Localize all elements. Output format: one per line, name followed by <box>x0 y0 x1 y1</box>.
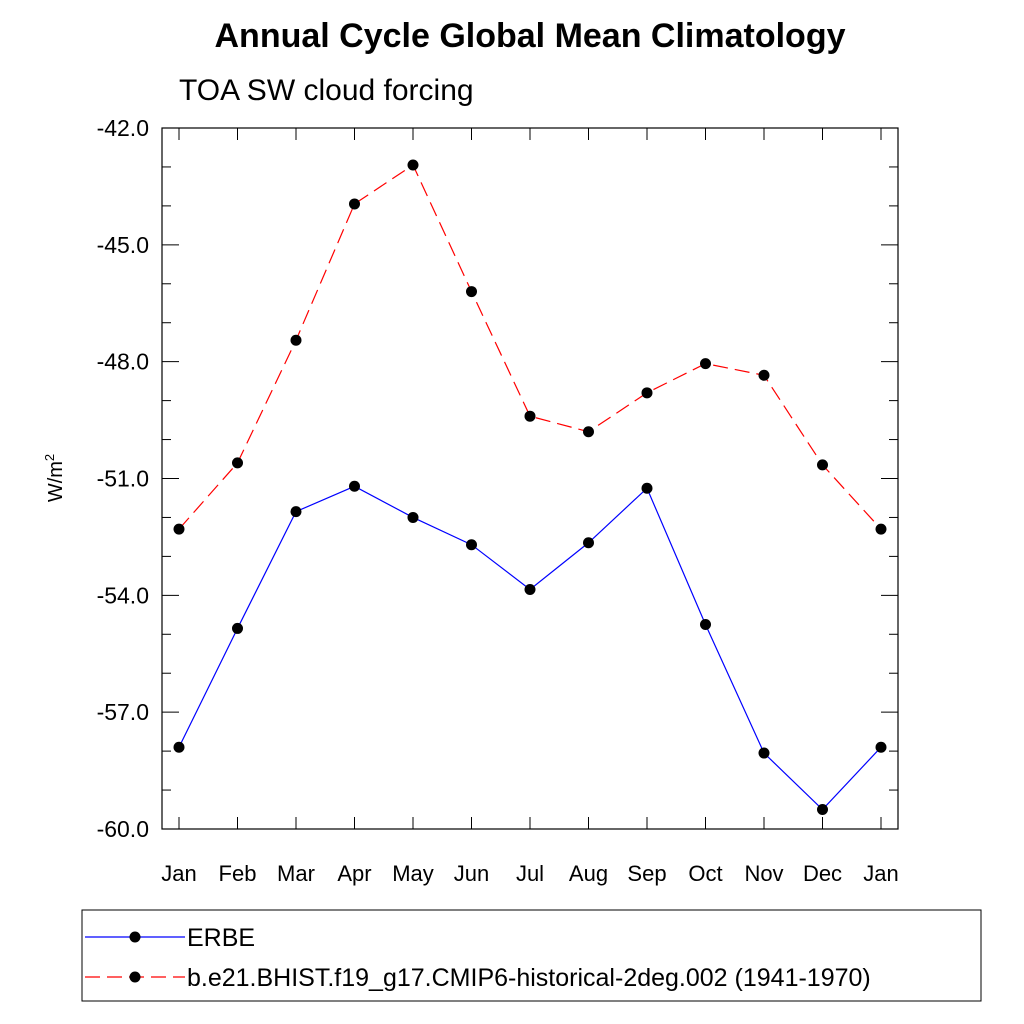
x-tick-label: Jan <box>863 861 898 886</box>
series-1-point <box>466 539 477 551</box>
y-tick-label: -45.0 <box>97 232 149 258</box>
series-2-point <box>758 369 770 381</box>
x-tick-label: Dec <box>803 861 842 886</box>
x-tick-label: Oct <box>688 861 722 886</box>
x-tick-label: Sep <box>627 861 666 886</box>
legend-swatch-marker-2 <box>129 971 141 983</box>
y-axis-label: W/m2 <box>42 454 67 502</box>
y-tick-label: -60.0 <box>97 816 149 842</box>
series-1-point <box>349 480 360 492</box>
y-tick-label: -51.0 <box>97 466 149 492</box>
x-tick-label: Jan <box>161 861 196 886</box>
x-tick-label: Feb <box>219 861 257 886</box>
x-tick-label: Mar <box>277 861 315 886</box>
y-tick-label: -48.0 <box>97 349 149 375</box>
legend-box <box>81 909 982 1002</box>
series-1-point <box>641 482 653 494</box>
series-layer <box>173 159 887 816</box>
series-2-point <box>232 457 243 469</box>
chart-title: Annual Cycle Global Mean Climatology <box>215 17 846 55</box>
y-axis-label-base: W/m <box>45 461 67 502</box>
series-2-point <box>817 459 828 471</box>
series-1-point <box>407 511 419 523</box>
series-2-point <box>700 358 711 370</box>
series-1-point <box>173 741 185 753</box>
series-2-point <box>290 334 302 346</box>
x-tick-label: Aug <box>569 861 608 886</box>
series-line-2 <box>178 164 882 530</box>
x-tick-label: Apr <box>337 861 371 886</box>
series-1-point <box>817 804 828 816</box>
series-1-point <box>758 747 770 759</box>
series-2-point <box>349 198 360 210</box>
series-2-point <box>466 286 477 298</box>
legend-label-1: ERBE <box>187 924 255 952</box>
series-line-1 <box>178 485 882 811</box>
x-tick-label: Jul <box>516 861 544 886</box>
x-tick-label: Jun <box>454 861 489 886</box>
series-2-point <box>407 159 419 171</box>
y-tick-label: -42.0 <box>97 115 149 141</box>
series-1-point <box>290 506 302 518</box>
series-2-point <box>875 523 887 535</box>
series-1-point <box>700 619 711 631</box>
legend-label-2: b.e21.BHIST.f19_g17.CMIP6-historical-2de… <box>187 964 871 992</box>
plot-frame <box>161 127 899 830</box>
y-tick-label: -57.0 <box>97 699 149 725</box>
x-tick-label: May <box>392 861 434 886</box>
series-2-point <box>173 523 185 535</box>
series-2-point <box>524 410 536 422</box>
y-tick-label: -54.0 <box>97 582 149 608</box>
legend-swatch-marker-1 <box>129 931 141 943</box>
plot-axes: Jan Feb Mar Apr May Jun Jul Aug Sep Oct Nov Dec Jan-… <box>97 115 899 886</box>
chart-subtitle: TOA SW cloud forcing <box>179 74 474 107</box>
series-1-point <box>232 622 243 634</box>
series-1-point <box>524 583 536 595</box>
series-1-point <box>583 537 594 549</box>
series-2-point <box>583 426 594 438</box>
x-tick-label: Nov <box>744 861 783 886</box>
series-1-point <box>875 741 887 753</box>
series-2-point <box>641 387 653 399</box>
y-axis-label-superscript: 2 <box>42 454 57 461</box>
legend: ERBE b.e21.BHIST.f19_g17.CMIP6-historical… <box>81 909 982 1002</box>
